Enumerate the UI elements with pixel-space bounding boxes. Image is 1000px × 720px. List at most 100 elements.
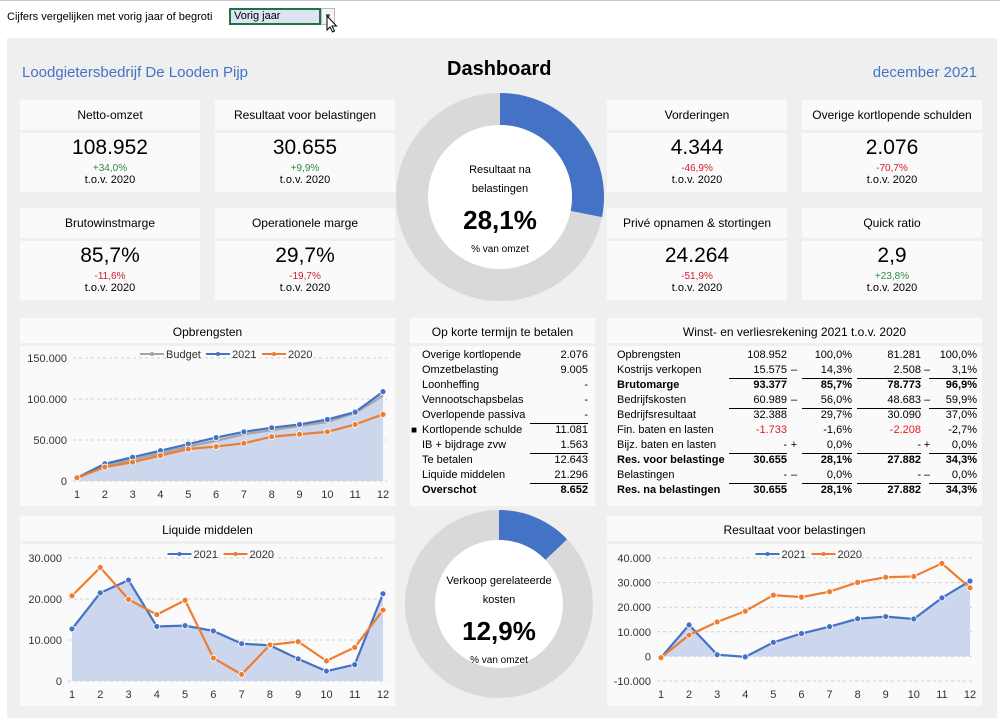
- data-point: [351, 421, 359, 428]
- kpi-card: Vorderingen 4.344 -46,9% t.o.v. 2020: [607, 100, 787, 192]
- data-point: [296, 430, 303, 438]
- row-value: 21.296: [530, 468, 588, 484]
- data-point: [240, 439, 248, 447]
- row-label: Loonheffing: [422, 379, 480, 391]
- kpi-compare: t.o.v. 2020: [279, 282, 331, 294]
- row-value: -: [530, 408, 588, 424]
- data-point: [798, 593, 805, 601]
- x-tick-label: 5: [182, 689, 188, 701]
- data-point: [181, 622, 189, 630]
- data-point: [938, 560, 946, 567]
- series-line-2021: [660, 580, 971, 659]
- kpi-title: Quick ratio: [802, 208, 982, 238]
- x-tick-label: 3: [714, 689, 720, 701]
- chart-resultaat: Resultaat voor belastingen -10.000 0 10.00…: [607, 516, 982, 706]
- kpi-compare: t.o.v. 2020: [866, 174, 918, 186]
- pct-2020: 0,0%: [929, 468, 977, 484]
- data-point: [184, 445, 192, 453]
- kpi-card: Resultaat voor belastingen 30.655 +9,9% …: [215, 100, 395, 192]
- data-point: [238, 640, 246, 648]
- pct-2021: 28,1%: [820, 484, 852, 496]
- row-label: IB + bijdrage zvw: [422, 439, 507, 451]
- data-point: [294, 638, 302, 646]
- kpi-value: 29,7%: [275, 244, 335, 267]
- table-row: Overlopende passiva -: [410, 408, 595, 424]
- pct-2021: -1,6%: [823, 424, 852, 436]
- data-point: [685, 621, 693, 629]
- row-label: Liquide middelen: [422, 469, 506, 481]
- data-point: [351, 643, 359, 651]
- series-line-2020: [71, 565, 384, 676]
- area-fill: [72, 580, 383, 681]
- x-tick-label: 1: [69, 689, 75, 701]
- table-row: Kostrijs verkopen 15.575 – 14,3% 2.508 –…: [607, 363, 982, 379]
- kpi-compare: t.o.v. 2020: [866, 282, 918, 294]
- row-label: Bedrijfskosten: [617, 394, 687, 406]
- kpi-card: Operationele marge 29,7% -19,7% t.o.v. 2…: [215, 208, 395, 300]
- row-label: Fin. baten en lasten: [617, 424, 714, 436]
- table-row: Overige kortlopende 2.076: [410, 348, 595, 363]
- kpi-value: 30.655: [272, 136, 338, 159]
- x-tick-label: 2: [102, 489, 108, 501]
- y-tick-label: 40.000: [617, 553, 651, 565]
- data-point: [212, 443, 220, 450]
- x-tick-label: 12: [377, 689, 389, 701]
- row-value: 9.005: [560, 364, 588, 376]
- data-point: [769, 638, 777, 646]
- legend-marker: [765, 552, 770, 556]
- data-point: [713, 618, 721, 626]
- operator: –: [923, 469, 931, 481]
- table-row: IB + bijdrage zvw 1.563: [410, 438, 595, 454]
- donut-sub: % van omzet: [470, 654, 528, 666]
- data-point: [153, 623, 161, 630]
- data-point: [685, 631, 693, 639]
- series-line-2020: [76, 413, 384, 479]
- x-tick-label: 5: [185, 489, 191, 501]
- data-point: [268, 433, 276, 441]
- chart-title: Liquide middelen: [20, 516, 395, 544]
- kpi-title: Overige kortlopende schulden: [802, 100, 982, 130]
- table-row: Bijz. baten en lasten - + 0,0% - + 0,0%: [607, 438, 982, 454]
- row-value: 8.652: [560, 484, 588, 496]
- x-tick-label: 4: [157, 489, 163, 501]
- kpi-value: 4.344: [670, 136, 724, 159]
- row-value: 11.081: [555, 424, 588, 436]
- page-title: Dashboard: [447, 58, 552, 80]
- data-point: [266, 641, 274, 649]
- data-point: [181, 596, 189, 604]
- table-row: Brutomarge 93.377 85,7% 78.773 96,9%: [607, 378, 982, 393]
- x-tick-label: 8: [855, 689, 861, 701]
- data-point: [966, 577, 974, 585]
- value-2021: -: [729, 438, 787, 454]
- x-tick-label: 4: [742, 689, 748, 701]
- donut-resultaat-na-belastingen: Resultaat na belastingen 28,1% % van omze…: [395, 92, 605, 302]
- x-tick-label: 6: [798, 689, 804, 701]
- x-tick-label: 5: [770, 689, 776, 701]
- donut-sub: % van omzet: [471, 244, 529, 256]
- compare-select[interactable]: Vorig jaar: [229, 8, 321, 25]
- chart-title: Resultaat voor belastingen: [607, 516, 982, 544]
- row-label: Kortlopende schulde: [422, 424, 523, 436]
- value-2021: 32.388: [753, 409, 787, 421]
- data-point: [268, 424, 276, 432]
- x-tick-label: 3: [125, 689, 131, 701]
- kpi-card: Privé opnamen & stortingen 24.264 -51,9%…: [607, 208, 787, 300]
- pct-2020: 34,3%: [945, 484, 977, 496]
- data-point: [826, 623, 833, 631]
- donut-verkoop-kosten: Verkoop gerelateerde kosten 12,9% % van o…: [404, 509, 594, 699]
- legend-marker: [150, 352, 154, 356]
- x-tick-label: 3: [130, 489, 136, 501]
- pct-2020: -2,7%: [948, 424, 977, 436]
- pct-2020: 3,1%: [929, 363, 977, 379]
- kpi-title: Operationele marge: [215, 208, 395, 238]
- data-point: [323, 667, 330, 675]
- pct-2020: 59,9%: [929, 393, 977, 409]
- data-point: [238, 671, 246, 678]
- value-2021: 30.655: [753, 454, 787, 466]
- x-tick-label: 8: [269, 489, 275, 501]
- value-2020: -2.208: [889, 424, 921, 436]
- donut-segment: [498, 510, 568, 561]
- data-point: [882, 573, 890, 581]
- y-tick-label: 0: [645, 651, 651, 663]
- data-point: [323, 428, 331, 436]
